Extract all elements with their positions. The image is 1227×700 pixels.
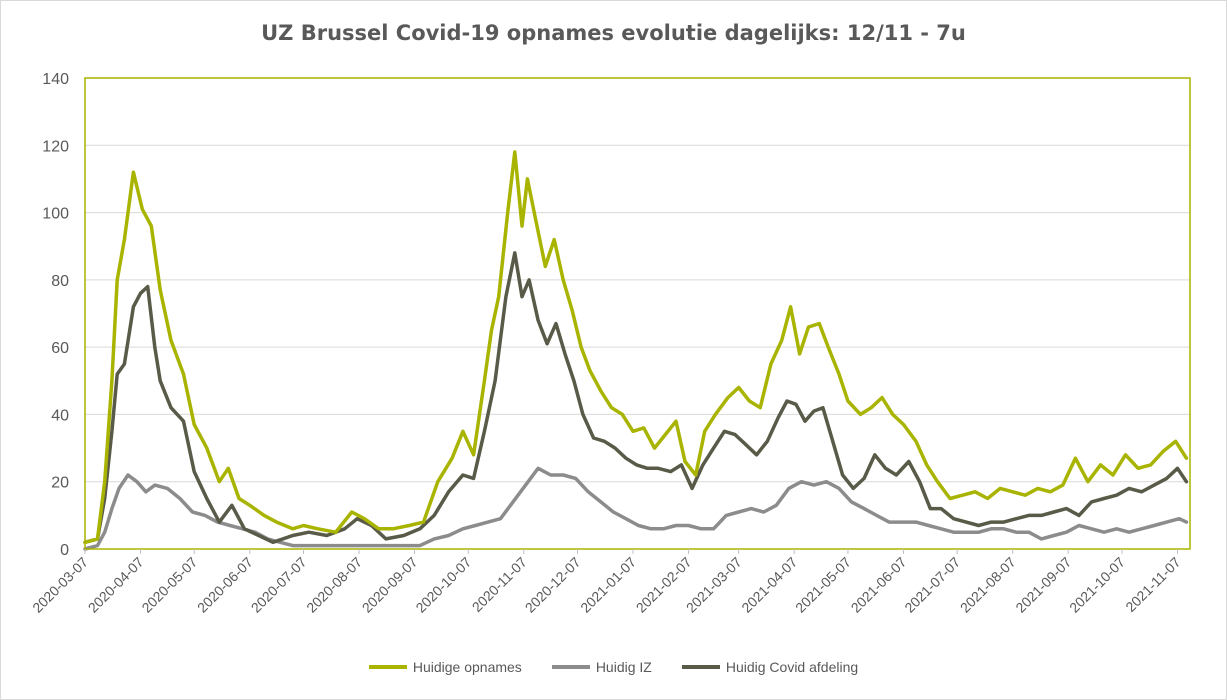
y-tick-label: 80 <box>51 273 69 290</box>
series-line-huidige-opnames <box>83 150 1189 545</box>
y-tick-label: 0 <box>60 542 69 559</box>
chart-title: UZ Brussel Covid-19 opnames evolutie dag… <box>261 21 966 45</box>
x-tick-label: 2021-09-07 <box>1012 554 1074 616</box>
x-tick-label: 2020-06-07 <box>194 554 256 616</box>
x-tick-label: 2020-10-07 <box>412 554 474 616</box>
series-layer <box>83 150 1189 551</box>
y-tick-label: 60 <box>51 340 69 357</box>
y-tick-label: 40 <box>51 407 69 424</box>
x-tick-label: 2020-04-07 <box>85 554 147 616</box>
legend-label-huidige-opnames: Huidige opnames <box>412 659 522 675</box>
x-tick-label: 2021-11-07 <box>1122 554 1183 615</box>
x-tick-label: 2020-11-07 <box>469 554 530 615</box>
x-tick-label: 2021-10-07 <box>1066 554 1128 616</box>
x-tick-label: 2020-09-07 <box>359 554 421 616</box>
legend-label-huidig-covid-afdeling: Huidig Covid afdeling <box>725 659 859 675</box>
x-tick-label: 2021-06-07 <box>848 554 910 616</box>
y-axis-ticks: 0 20 40 60 80 100 120 140 <box>42 71 69 559</box>
x-axis-ticks: 2020-03-072020-04-072020-05-072020-06-07… <box>29 549 1184 616</box>
legend-item-huidig-iz: Huidig IZ <box>551 659 652 675</box>
x-tick-label: 2021-01-07 <box>577 554 639 616</box>
x-tick-label: 2021-04-07 <box>738 554 800 616</box>
y-tick-label: 100 <box>42 206 69 223</box>
x-tick-label: 2020-03-07 <box>29 554 91 616</box>
legend-swatch-huidige-opnames <box>368 665 407 669</box>
x-tick-label: 2020-08-07 <box>303 554 365 616</box>
legend-swatch-huidig-iz <box>551 665 590 669</box>
x-tick-label: 2020-05-07 <box>138 554 200 616</box>
x-tick-label: 2020-07-07 <box>248 554 310 616</box>
legend-item-huidige-opnames: Huidige opnames <box>368 659 522 675</box>
legend-item-huidig-covid-afdeling: Huidig Covid afdeling <box>681 659 859 675</box>
plot-area-border <box>84 77 1191 550</box>
x-tick-label: 2021-07-07 <box>901 554 963 616</box>
legend-label-huidig-iz: Huidig IZ <box>595 659 652 675</box>
x-tick-label: 2021-05-07 <box>792 554 854 616</box>
series-line-huidig-iz <box>83 466 1189 551</box>
series-line-huidig-covid-afdeling <box>83 251 1189 545</box>
y-tick-label: 140 <box>42 71 69 88</box>
x-tick-label: 2021-08-07 <box>957 554 1019 616</box>
legend: Huidige opnames Huidig IZ Huidig Covid a… <box>1 659 1226 675</box>
grid-layer <box>85 77 1190 550</box>
y-tick-label: 20 <box>51 475 69 492</box>
x-tick-label: 2020-12-07 <box>522 554 584 616</box>
y-tick-label: 120 <box>42 138 69 155</box>
legend-swatch-huidig-covid-afdeling <box>681 665 720 669</box>
